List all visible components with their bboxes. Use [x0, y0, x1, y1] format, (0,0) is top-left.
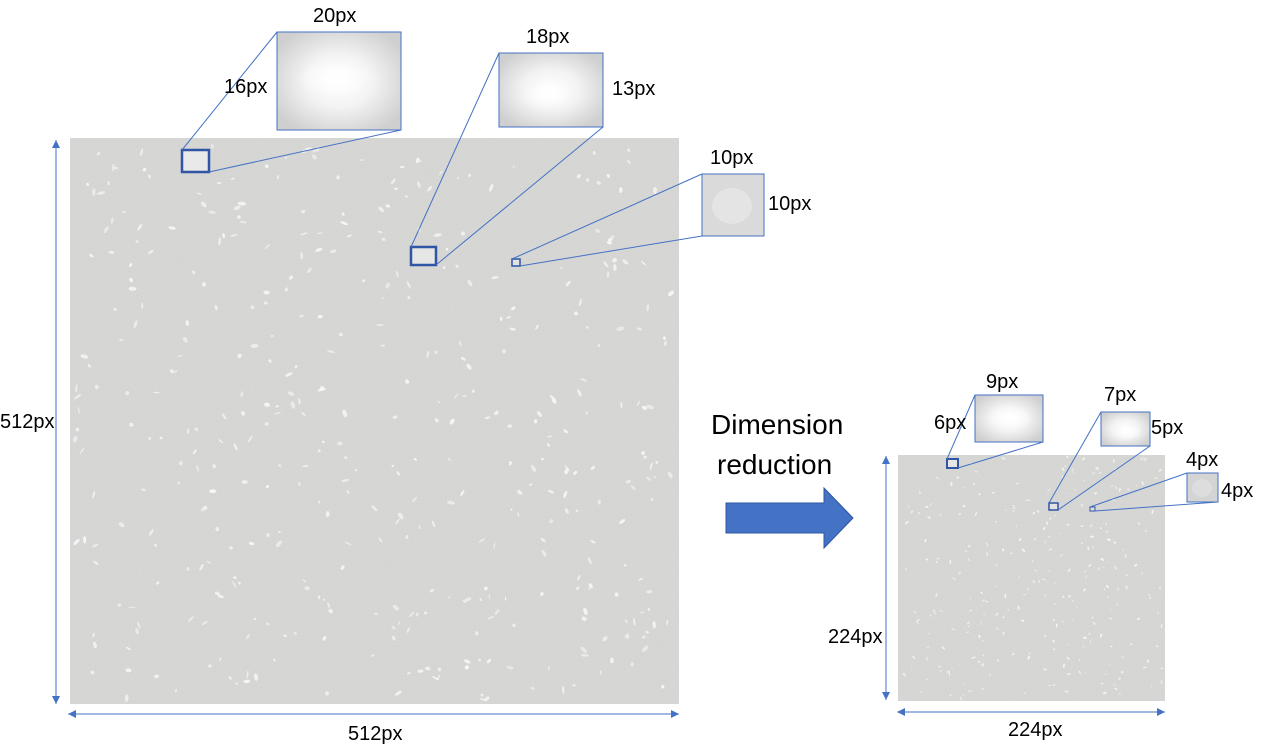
large-zoom-3-height-label: 10px [768, 193, 811, 215]
small-zoom-3-width-label: 4px [1186, 449, 1218, 471]
small-zoom-2-width-label: 7px [1104, 384, 1136, 406]
small-zoom-1-width-label: 9px [986, 371, 1018, 393]
large-width-dimension [68, 710, 679, 718]
large-zoom-3-width-label: 10px [710, 147, 753, 169]
arrow-label-line1: Dimension [711, 409, 843, 440]
large-zoom-2-width-label: 18px [526, 26, 569, 48]
large-height-label: 512px [0, 411, 55, 433]
large-surface-image [70, 138, 679, 704]
small-width-label: 224px [1008, 719, 1063, 741]
small-height-dimension [882, 456, 890, 700]
large-width-label: 512px [348, 723, 403, 745]
large-zoom-1-width-label: 20px [313, 5, 356, 27]
small-width-dimension [897, 708, 1165, 716]
small-zoom-1-height-label: 6px [934, 412, 966, 434]
small-zoom-3-height-label: 4px [1221, 480, 1253, 502]
small-height-label: 224px [828, 626, 883, 648]
small-surface-image [898, 455, 1165, 701]
small-zoom-2-height-label: 5px [1151, 417, 1183, 439]
large-zoom-1-height-label: 16px [224, 76, 267, 98]
right-arrow-icon [726, 488, 853, 548]
arrow-label-line2: reduction [717, 449, 832, 480]
large-zoom-2-height-label: 13px [612, 78, 655, 100]
